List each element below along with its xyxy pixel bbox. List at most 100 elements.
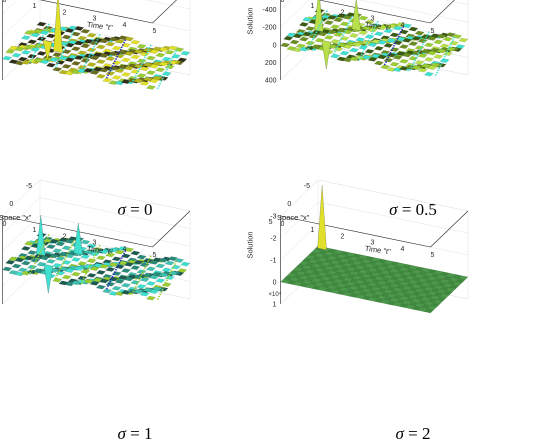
surface-patch xyxy=(86,273,97,278)
surface-patch xyxy=(64,281,75,287)
surface-patch xyxy=(389,32,400,38)
surface-ridge-line xyxy=(332,15,354,57)
z-grid-line-left xyxy=(280,0,310,28)
surface-patch xyxy=(105,281,116,287)
surface-patch xyxy=(149,78,160,84)
surface-patch xyxy=(155,263,166,269)
caption-value: 0.5 xyxy=(416,200,437,219)
surface-patch xyxy=(39,30,50,35)
surface-patch xyxy=(417,67,428,73)
surface-patch xyxy=(158,61,169,67)
surface-patch xyxy=(358,45,369,50)
surface-patch xyxy=(423,42,434,48)
surface-ridge-line xyxy=(105,250,127,291)
solution-tick-label: 0 xyxy=(273,42,277,49)
surface-ridge-line xyxy=(156,260,178,302)
surface-patch xyxy=(33,268,44,274)
surface-patch xyxy=(20,35,31,40)
surface-patch xyxy=(136,269,147,275)
time-axis-label: Time "t" xyxy=(86,244,113,257)
surface-patch xyxy=(95,255,106,261)
surface-patch xyxy=(142,62,153,67)
surface-patch xyxy=(139,66,150,72)
surface-patch xyxy=(430,62,441,68)
z-grid-line-back xyxy=(444,0,469,5)
z-grid-line-back xyxy=(359,0,469,23)
surface-patch xyxy=(70,46,81,52)
surface-patch xyxy=(39,59,50,65)
surface-patch xyxy=(392,25,403,31)
surface-patch xyxy=(102,77,113,83)
surface-patch xyxy=(402,23,413,29)
surface-patch xyxy=(86,243,97,249)
surface-patch xyxy=(342,57,353,63)
time-axis-line xyxy=(39,0,153,24)
surface-patch xyxy=(417,53,428,58)
surface-patch xyxy=(24,44,35,50)
surface-patch xyxy=(386,23,397,29)
surface-patch xyxy=(133,289,144,294)
space-tick-label: -5 xyxy=(304,183,310,190)
surface-patch xyxy=(130,54,141,60)
surface xyxy=(280,8,469,77)
surface-patch xyxy=(124,262,135,267)
surface-patch xyxy=(283,35,294,41)
surface-patch xyxy=(364,19,375,25)
surface-patch xyxy=(86,62,97,67)
right-floor-edge xyxy=(152,210,191,248)
surface-patch xyxy=(70,257,81,262)
surface-patch xyxy=(402,38,413,43)
surface-patch xyxy=(180,50,191,56)
z-grid-line-left xyxy=(280,0,291,10)
surface-patch xyxy=(392,55,403,60)
surface-patch xyxy=(14,46,25,52)
surface-patch xyxy=(167,60,178,65)
surface-patch xyxy=(139,277,150,282)
surface-patch xyxy=(39,255,50,261)
surface-patch xyxy=(164,260,175,266)
surface-patch xyxy=(333,17,344,23)
surface-patch xyxy=(36,21,47,27)
time-tick-label: 2 xyxy=(63,233,67,240)
time-tick-label: 1 xyxy=(33,227,37,234)
surface-spike xyxy=(42,39,53,61)
z-grid-line-left xyxy=(2,0,18,15)
surface-patch xyxy=(99,249,110,255)
z-grid-line-left xyxy=(2,197,41,234)
surface-patch xyxy=(352,42,363,47)
caption-value: 0 xyxy=(144,200,153,219)
surface-patch xyxy=(414,30,425,36)
surface-patch xyxy=(177,57,188,63)
surface-patch xyxy=(8,256,19,262)
surface-patch xyxy=(58,252,69,257)
surface-patch xyxy=(361,25,372,31)
surface-ridge-line xyxy=(79,244,101,286)
surface-patch xyxy=(136,254,147,260)
z-grid-line-left xyxy=(2,215,41,252)
surface-patch xyxy=(383,43,394,48)
surface-patch xyxy=(45,259,56,264)
surface-patch xyxy=(305,26,316,31)
surface-patch xyxy=(86,47,97,53)
surface-spike xyxy=(351,0,362,32)
surface-patch xyxy=(24,241,35,246)
surface-patch xyxy=(89,281,100,286)
surface-patch xyxy=(83,249,94,255)
surface-patch xyxy=(70,271,81,277)
surface-patch xyxy=(33,28,44,34)
surface-patch xyxy=(155,52,166,58)
surface-patch xyxy=(108,51,119,57)
caption-variable: σ xyxy=(389,200,398,219)
surface xyxy=(2,21,191,90)
surface-patch xyxy=(105,71,116,76)
surface-patch xyxy=(92,66,103,72)
surface-patch xyxy=(95,44,106,50)
time-tick-label: 3 xyxy=(371,240,375,247)
surface-patch xyxy=(408,26,419,32)
